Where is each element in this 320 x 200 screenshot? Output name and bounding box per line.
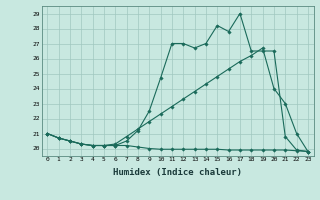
X-axis label: Humidex (Indice chaleur): Humidex (Indice chaleur) (113, 168, 242, 177)
